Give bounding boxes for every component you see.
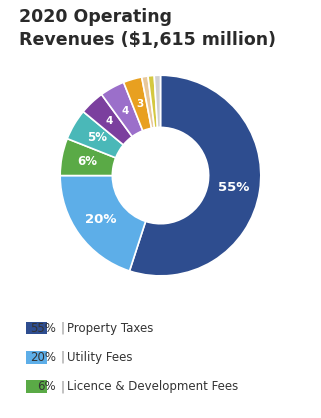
Text: 20%: 20% — [30, 351, 56, 364]
Wedge shape — [129, 75, 261, 276]
Text: |: | — [61, 321, 65, 335]
Text: Utility Fees: Utility Fees — [67, 351, 133, 364]
Wedge shape — [60, 139, 116, 176]
Text: 6%: 6% — [38, 380, 56, 393]
Text: 4: 4 — [106, 117, 113, 126]
Text: |: | — [61, 380, 65, 393]
Text: 20%: 20% — [85, 213, 116, 226]
Wedge shape — [67, 112, 123, 158]
Wedge shape — [60, 176, 146, 271]
Wedge shape — [101, 82, 143, 137]
Text: 6%: 6% — [78, 155, 98, 168]
Text: Licence & Development Fees: Licence & Development Fees — [67, 380, 239, 393]
Wedge shape — [124, 77, 152, 131]
Text: 2020 Operating
Revenues ($1,615 million): 2020 Operating Revenues ($1,615 million) — [19, 8, 276, 48]
Text: 55%: 55% — [30, 321, 56, 335]
Wedge shape — [154, 75, 160, 127]
Text: |: | — [61, 351, 65, 364]
Wedge shape — [142, 76, 154, 128]
Wedge shape — [83, 94, 132, 145]
Text: 3: 3 — [136, 99, 143, 109]
Text: 5%: 5% — [87, 131, 107, 144]
Text: 55%: 55% — [218, 181, 249, 194]
Text: 4: 4 — [121, 105, 128, 115]
Wedge shape — [148, 75, 158, 128]
Text: Property Taxes: Property Taxes — [67, 321, 154, 335]
